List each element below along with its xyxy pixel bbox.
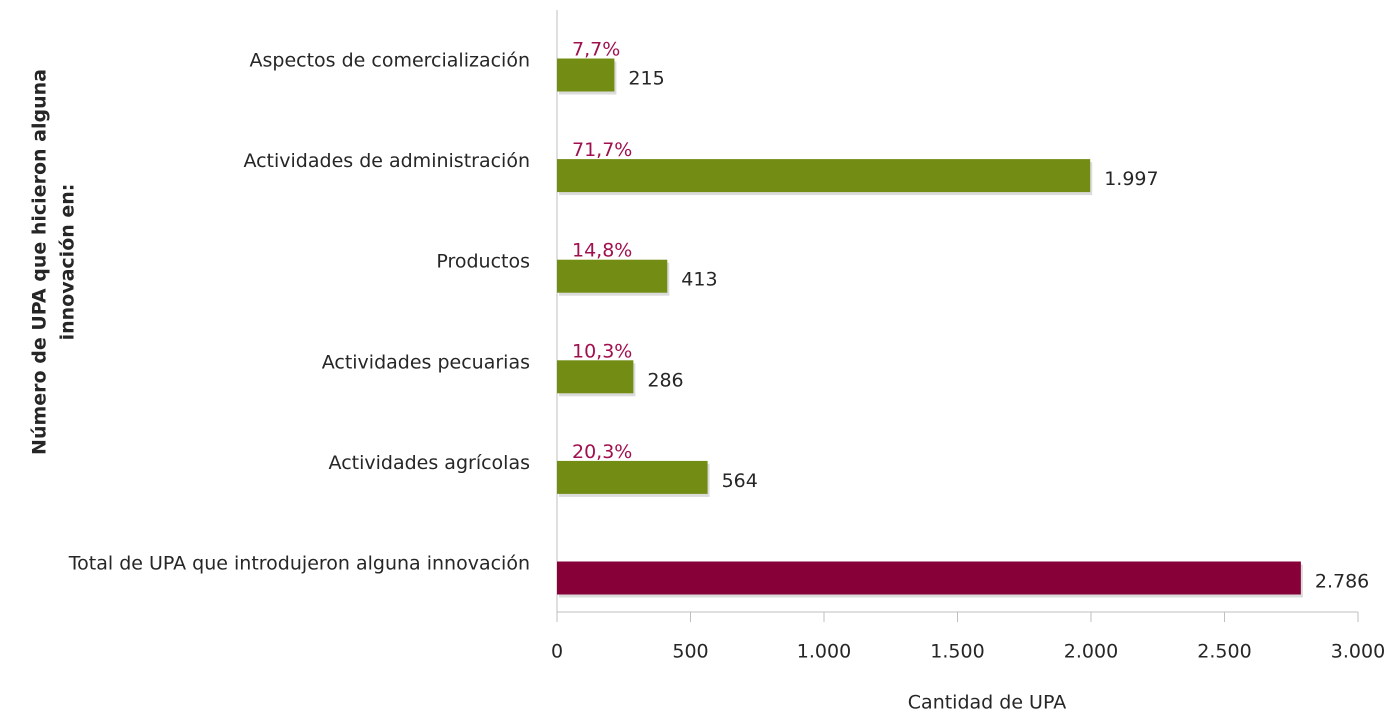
x-axis-title: Cantidad de UPA bbox=[908, 692, 1066, 714]
y-tick-label: Total de UPA que introdujeron alguna inn… bbox=[68, 553, 530, 575]
x-tick-label: 1.500 bbox=[930, 641, 984, 663]
bar bbox=[557, 259, 668, 293]
bar bbox=[557, 561, 1301, 595]
x-tick-label: 500 bbox=[672, 641, 708, 663]
share-label: 10,3% bbox=[572, 340, 632, 362]
x-tick-label: 1.000 bbox=[797, 641, 851, 663]
bar bbox=[557, 58, 615, 92]
x-tick-label: 3.000 bbox=[1331, 641, 1385, 663]
bar bbox=[557, 360, 634, 394]
y-tick-label: Actividades agrícolas bbox=[329, 452, 530, 474]
y-tick-label: Aspectos de comercialización bbox=[250, 50, 531, 72]
x-tick-label: 0 bbox=[551, 641, 563, 663]
value-label: 215 bbox=[628, 68, 664, 90]
bar bbox=[557, 159, 1091, 193]
y-tick-label: Productos bbox=[436, 251, 530, 273]
bar bbox=[557, 460, 708, 494]
y-tick-label: Actividades de administración bbox=[243, 150, 530, 172]
share-label: 14,8% bbox=[572, 240, 632, 262]
value-label: 413 bbox=[681, 269, 717, 291]
value-label: 286 bbox=[647, 369, 683, 391]
y-axis-title: Número de UPA que hicieron alguna innova… bbox=[29, 69, 79, 455]
x-tick-label: 2.000 bbox=[1064, 641, 1118, 663]
y-tick-label: Actividades pecuarias bbox=[322, 351, 530, 373]
share-label: 7,7% bbox=[572, 39, 620, 61]
y-axis-title-line: Número de UPA que hicieron alguna bbox=[29, 69, 51, 455]
value-label: 1.997 bbox=[1104, 168, 1158, 190]
value-label: 564 bbox=[722, 470, 758, 492]
x-tick-label: 2.500 bbox=[1197, 641, 1251, 663]
share-label: 71,7% bbox=[572, 139, 632, 161]
value-label: 2.786 bbox=[1315, 571, 1369, 593]
y-axis-title-line: innovación en: bbox=[57, 184, 79, 341]
share-label: 20,3% bbox=[572, 441, 632, 463]
